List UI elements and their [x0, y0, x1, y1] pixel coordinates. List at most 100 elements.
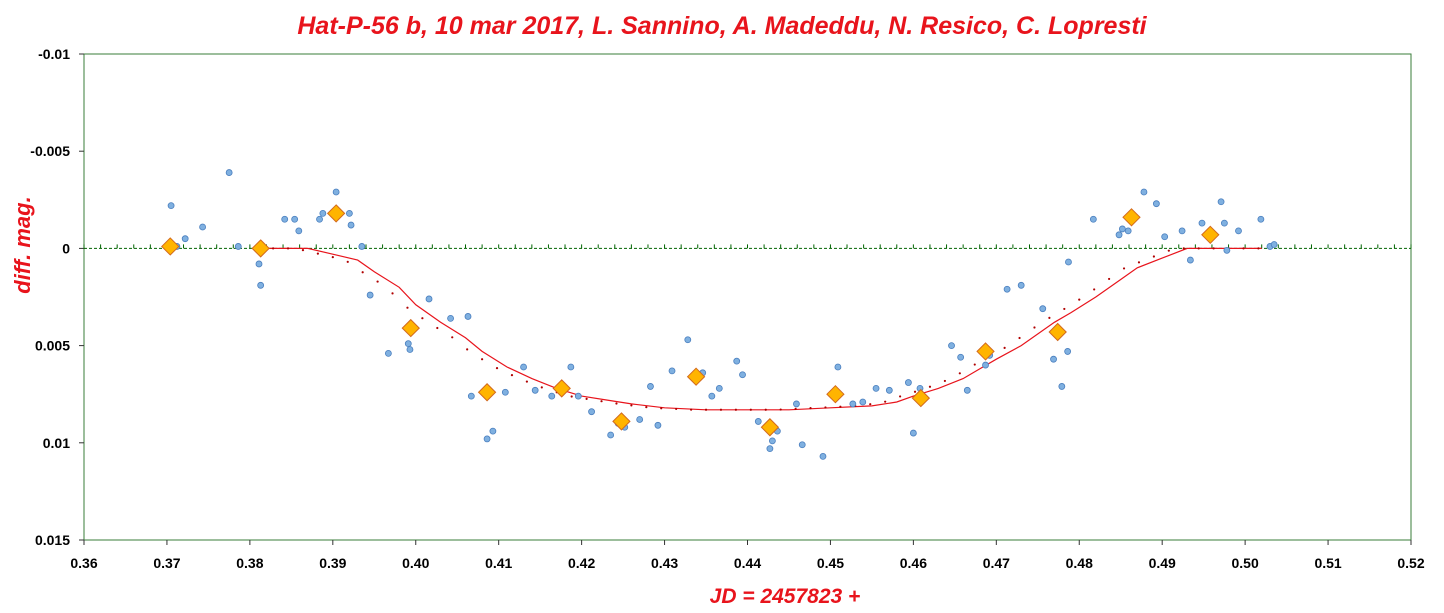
raw-data-point [588, 408, 595, 416]
raw-data-point [291, 215, 299, 223]
binned-data-point [686, 367, 706, 386]
model-dot [869, 403, 872, 406]
model-dot [1182, 247, 1185, 250]
binned-data-point [477, 383, 497, 402]
raw-data-point [872, 384, 880, 392]
y-tick-label: 0.015 [35, 532, 70, 548]
model-dot [1078, 298, 1081, 301]
model-dot [301, 249, 305, 252]
model-dot [749, 408, 752, 411]
x-tick-label: 0.50 [1232, 555, 1259, 571]
model-dot [675, 407, 678, 411]
model-dot [1003, 346, 1006, 349]
raw-data-point [647, 383, 654, 390]
raw-data-point [332, 188, 340, 196]
raw-data-point [257, 281, 265, 289]
model-dot [1108, 277, 1111, 281]
model-curve [258, 247, 1262, 411]
y-tick-label: -0.01 [38, 46, 70, 62]
model-dot [451, 336, 454, 339]
x-tick-label: 0.38 [236, 555, 263, 571]
model-dot [1242, 247, 1245, 250]
raw-data-point [904, 379, 912, 386]
raw-data-point [483, 435, 491, 443]
model-dot [943, 379, 946, 383]
binned-data-point [1201, 225, 1220, 244]
binned-data-point [612, 412, 631, 431]
raw-data-point [319, 210, 327, 217]
raw-data-point [1089, 215, 1097, 223]
raw-data-point [1235, 227, 1242, 235]
raw-data-point [849, 400, 857, 408]
raw-data-point [1064, 348, 1072, 355]
raw-data-point [1223, 246, 1231, 254]
model-dot [316, 252, 319, 255]
raw-data-point [654, 421, 662, 429]
raw-data-point [295, 227, 303, 235]
raw-data-point [754, 418, 762, 425]
model-dot [645, 406, 648, 409]
model-dot [899, 395, 902, 398]
raw-data-point [489, 427, 497, 435]
model-dot [1018, 336, 1021, 340]
raw-data-point [358, 243, 366, 250]
model-dot [286, 247, 290, 250]
raw-data-point [234, 243, 242, 250]
raw-data-point [316, 215, 323, 223]
raw-data-point [548, 392, 556, 400]
model-dot [540, 386, 543, 389]
binned-data-point [251, 239, 270, 258]
raw-data-point [668, 367, 676, 375]
model-dot [839, 405, 842, 408]
x-tick-label: 0.37 [153, 555, 180, 571]
raw-data-point [834, 363, 842, 371]
raw-data-point [1065, 258, 1072, 266]
model-dot [525, 380, 528, 383]
raw-data-point [819, 453, 827, 460]
binned-data-point [1122, 208, 1141, 227]
raw-data-point [982, 361, 989, 369]
raw-data-point [1257, 215, 1265, 223]
model-dot [824, 406, 827, 409]
raw-data-point [1050, 355, 1057, 363]
model-dot [1033, 326, 1036, 329]
raw-data-point [798, 441, 806, 449]
model-dot [361, 271, 364, 274]
model-dot [1063, 307, 1066, 311]
x-tick-label: 0.41 [485, 555, 512, 571]
raw-data-point [1178, 227, 1186, 235]
raw-data-point [733, 357, 741, 365]
x-tick-label: 0.40 [402, 555, 429, 571]
raw-data-point [1039, 305, 1047, 313]
model-dot [1048, 316, 1051, 319]
model-dot [466, 348, 469, 351]
raw-data-point [225, 169, 233, 176]
raw-data-point [167, 202, 175, 210]
model-dot [436, 326, 439, 330]
raw-data-point [501, 388, 509, 396]
model-dot [510, 374, 514, 377]
binned-data-point [911, 388, 931, 408]
x-tick-label: 0.39 [319, 555, 346, 571]
x-tick-label: 0.44 [734, 555, 761, 571]
model-dot [1212, 247, 1215, 250]
model-dot [346, 260, 349, 263]
model-dot [704, 408, 708, 411]
model-dot [391, 292, 394, 295]
raw-data-point [859, 398, 867, 406]
raw-data-point [181, 235, 189, 243]
model-dot [1257, 247, 1260, 250]
y-tick-label: 0 [62, 240, 70, 256]
raw-data-point [281, 215, 289, 223]
model-dot [1122, 267, 1126, 270]
raw-data-point [520, 363, 527, 371]
raw-data-point [1198, 219, 1206, 227]
raw-data-point [574, 392, 582, 400]
y-tick-label: 0.01 [43, 435, 70, 451]
raw-data-point [607, 431, 615, 439]
raw-data-point [425, 295, 433, 303]
raw-data-point [1161, 233, 1169, 241]
x-tick-label: 0.42 [568, 555, 595, 571]
model-dot [1093, 288, 1096, 291]
